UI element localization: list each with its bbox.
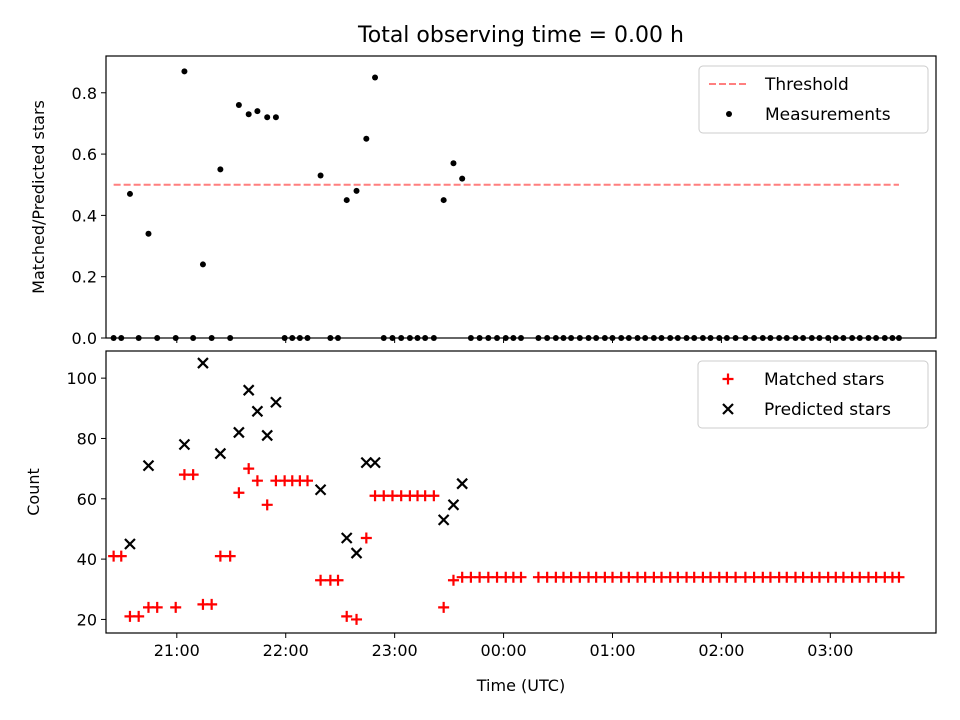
y-tick-label: 0.6	[72, 145, 97, 164]
plot-frame	[105, 55, 937, 339]
legend: Threshold Measurements	[698, 65, 929, 134]
data-point	[214, 550, 226, 562]
x-tick-label: 02:00	[698, 641, 744, 660]
data-point	[142, 459, 155, 472]
data-point	[315, 574, 327, 586]
figure-title: Total observing time = 0.00 h	[357, 23, 684, 48]
legend-box	[697, 360, 929, 429]
data-point	[243, 463, 255, 475]
data-point	[515, 571, 527, 583]
y-tick-label: 60	[77, 490, 97, 509]
x-axis-label: Time (UTC)	[476, 676, 565, 695]
data-point	[261, 499, 273, 511]
data-point	[360, 532, 372, 544]
data-point	[233, 426, 245, 439]
data-point	[302, 475, 314, 487]
data-point	[343, 197, 350, 204]
data-point	[242, 384, 255, 396]
data-point	[438, 601, 450, 613]
data-point	[264, 114, 271, 121]
y-tick-label: 0.8	[72, 84, 97, 103]
data-point	[447, 499, 460, 511]
data-point	[115, 550, 127, 562]
legend-label: Measurements	[765, 105, 891, 125]
data-point	[456, 477, 468, 490]
data-point	[124, 538, 136, 550]
data-point	[199, 261, 206, 268]
y-axis-label: Matched/Predicted stars	[29, 100, 48, 294]
data-point	[178, 438, 191, 451]
plot-frame	[105, 350, 937, 634]
data-point	[363, 135, 370, 142]
data-point	[145, 230, 152, 237]
legend: Matched stars Predicted stars	[697, 360, 929, 429]
data-point	[254, 108, 261, 115]
y-tick-label: 0.4	[72, 206, 97, 225]
data-point	[730, 571, 742, 583]
data-point	[360, 456, 373, 469]
top-panel: 0.0 0.2 0.4 0.6 0.8 Matched/Predicted stars Th…	[29, 55, 937, 348]
data-point	[187, 469, 199, 481]
data-point	[214, 447, 227, 460]
data-point	[217, 166, 224, 173]
legend-label: Matched stars	[764, 370, 884, 390]
data-point	[450, 160, 457, 167]
legend-swatch	[726, 111, 732, 117]
y-tick-label: 40	[77, 550, 97, 569]
data-point	[340, 532, 353, 544]
legend-swatch	[722, 403, 734, 415]
bottom-panel: 20 40 60 80 100 21:00 22:00 23:00 00:00 01:00 02:0…	[24, 350, 937, 695]
y-tick-label: 80	[77, 429, 97, 448]
data-point	[206, 598, 218, 610]
x-tick-label: 03:00	[807, 641, 853, 660]
data-point	[181, 68, 188, 75]
data-point	[272, 114, 279, 121]
x-tick-label: 23:00	[372, 641, 418, 660]
y-tick-label: 0.0	[72, 329, 97, 348]
y-tick-label: 20	[77, 610, 97, 629]
legend-label: Predicted stars	[764, 400, 891, 420]
data-point	[350, 547, 363, 559]
y-tick-label: 100	[66, 369, 97, 388]
x-tick-label: 22:00	[263, 641, 309, 660]
data-point	[447, 574, 459, 586]
x-tick-label: 01:00	[589, 641, 635, 660]
data-point	[197, 357, 209, 369]
data-point	[353, 187, 360, 194]
x-tick-label: 21:00	[154, 641, 200, 660]
data-point	[133, 610, 145, 622]
data-point	[317, 172, 324, 179]
data-point	[235, 102, 242, 109]
data-point	[151, 601, 163, 613]
data-point	[233, 487, 245, 499]
data-point	[369, 456, 381, 469]
data-point	[440, 197, 447, 204]
data-point	[428, 490, 440, 502]
data-point	[270, 396, 282, 409]
legend-box	[698, 65, 929, 134]
data-point	[351, 613, 363, 625]
series-predicted-stars	[124, 357, 468, 559]
legend-label: Threshold	[764, 75, 849, 95]
data-point	[341, 610, 353, 622]
data-point	[372, 74, 379, 81]
data-point	[224, 550, 236, 562]
data-point	[314, 483, 327, 496]
data-point	[459, 175, 466, 182]
data-point	[170, 601, 182, 613]
series-matched-stars	[108, 463, 905, 625]
y-tick-label: 0.2	[72, 268, 97, 287]
data-point	[251, 475, 263, 487]
data-point	[332, 574, 344, 586]
legend-swatch	[722, 373, 734, 385]
data-point	[261, 429, 273, 442]
data-point	[245, 111, 252, 118]
y-axis-label: Count	[24, 468, 43, 516]
data-point	[251, 405, 264, 418]
data-point	[126, 190, 133, 197]
data-point	[437, 514, 450, 526]
x-tick-label: 00:00	[481, 641, 527, 660]
data-point	[893, 571, 905, 583]
